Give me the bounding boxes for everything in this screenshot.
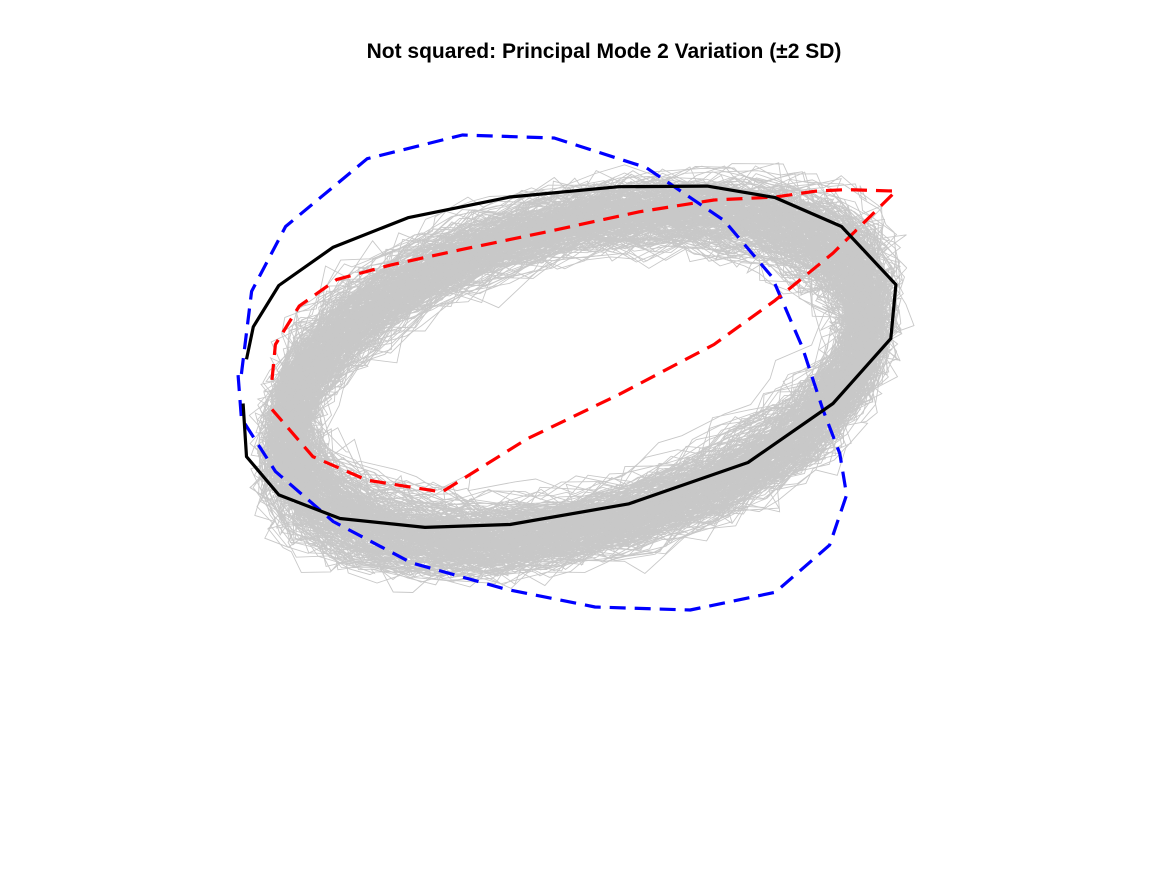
plot-area (236, 133, 915, 612)
sample-outline (282, 220, 874, 531)
sample-outline (256, 189, 901, 566)
mode-curves-group (236, 133, 898, 612)
sample-outline (250, 193, 885, 575)
minus-2sd-line (270, 188, 898, 494)
mean-shape-line (241, 184, 898, 530)
chart-title: Not squared: Principal Mode 2 Variation … (367, 40, 842, 63)
sample-outline (260, 176, 869, 559)
sample-outline (275, 195, 882, 552)
sample-outline (286, 208, 870, 572)
sample-outline (263, 200, 858, 540)
sample-outline (279, 163, 901, 577)
plus-2sd-line (236, 133, 849, 612)
sample-outline (279, 193, 878, 539)
